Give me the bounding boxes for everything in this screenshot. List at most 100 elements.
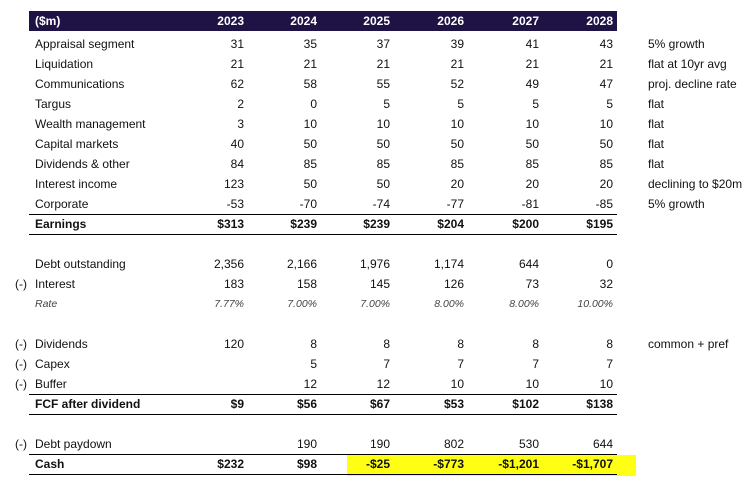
row-prefix: (-) — [15, 337, 27, 351]
row-value: 7 — [457, 357, 464, 371]
earnings-bottom-border — [29, 234, 617, 235]
row-value: 8 — [457, 337, 464, 351]
paydown-2024: 190 — [296, 437, 317, 451]
row-value: 10 — [525, 117, 539, 131]
interest-label: Interest — [35, 277, 76, 291]
fcf-2024: $56 — [296, 397, 317, 411]
row-label: Buffer — [35, 377, 67, 391]
debt-outstanding-label: Debt outstanding — [35, 257, 126, 271]
row-value: 3 — [237, 117, 244, 131]
fcf-label: FCF after dividend — [35, 397, 141, 411]
rate-2028: 10.00% — [577, 298, 613, 310]
row-value: 20 — [599, 177, 613, 191]
row-value: 47 — [599, 77, 613, 91]
rate-2026: 8.00% — [434, 298, 464, 310]
row-value: 21 — [450, 57, 464, 71]
interest-2023: 183 — [223, 277, 244, 291]
row-note: common + pref — [648, 337, 729, 351]
segment-row: Communications 62 58 55 52 49 47 proj. decline … — [0, 74, 755, 94]
row-value: 10 — [376, 117, 390, 131]
row-value: 0 — [310, 97, 317, 111]
fcf-2025: $67 — [369, 397, 390, 411]
row-value: 8 — [606, 337, 613, 351]
rate-row: Rate 7.77% 7.00% 7.00% 8.00% 8.00% 10.00… — [0, 294, 755, 314]
row-value: 10 — [525, 377, 539, 391]
row-value: 84 — [230, 157, 244, 171]
year-2027: 2027 — [512, 14, 539, 28]
row-note: flat — [648, 97, 665, 111]
row-value: -70 — [299, 197, 317, 211]
row-value: 85 — [303, 157, 317, 171]
debt-2026: 1,174 — [433, 257, 464, 271]
segment-row: Appraisal segment 31 35 37 39 41 43 5% growth — [0, 34, 755, 54]
row-value: 8 — [310, 337, 317, 351]
row-value: 10 — [450, 377, 464, 391]
earnings-2026: $204 — [437, 217, 464, 231]
earnings-label: Earnings — [35, 217, 87, 231]
interest-2028: 32 — [599, 277, 613, 291]
interest-2026: 126 — [443, 277, 464, 291]
row-value: 50 — [599, 137, 613, 151]
row-prefix: (-) — [15, 377, 27, 391]
segment-row: Targus 2 0 5 5 5 5 flat — [0, 94, 755, 114]
row-value: 31 — [230, 37, 244, 51]
row-value: 43 — [599, 37, 613, 51]
fcf-2026: $53 — [443, 397, 464, 411]
row-value: 37 — [376, 37, 390, 51]
header-label: ($m) — [35, 14, 61, 28]
row-value: 123 — [223, 177, 244, 191]
row-value: -77 — [446, 197, 464, 211]
row-label: Corporate — [35, 197, 89, 211]
year-2023: 2023 — [217, 14, 244, 28]
segment-row: Interest income 123 50 50 20 20 20 declining to… — [0, 174, 755, 194]
row-note: flat at 10yr avg — [648, 57, 727, 71]
debt-paydown-label: Debt paydown — [35, 437, 112, 451]
earnings-2025: $239 — [363, 217, 390, 231]
row-value — [186, 374, 244, 394]
row-value: 120 — [223, 337, 244, 351]
debt-2025: 1,976 — [359, 257, 390, 271]
row-prefix — [15, 254, 33, 274]
row-label: Communications — [35, 77, 125, 91]
cash-2024: $98 — [296, 457, 317, 471]
year-2024: 2024 — [290, 14, 317, 28]
row-value: 21 — [230, 57, 244, 71]
row-prefix: (-) — [15, 277, 27, 291]
row-value — [186, 354, 244, 374]
row-note: flat — [648, 137, 665, 151]
earnings-2028: $195 — [586, 217, 613, 231]
row-value: 12 — [303, 377, 317, 391]
fcf-row: FCF after dividend $9 $56 $67 $53 $102 $… — [0, 394, 755, 414]
segment-row: Corporate -53 -70 -74 -77 -81 -85 5% growth — [0, 194, 755, 214]
row-note: flat — [648, 117, 665, 131]
row-value: 10 — [599, 117, 613, 131]
row-value: 85 — [450, 157, 464, 171]
row-value: 49 — [525, 77, 539, 91]
cash-2023: $232 — [217, 457, 244, 471]
row-label: Dividends — [35, 337, 88, 351]
row-label: Liquidation — [35, 57, 94, 71]
header-row: ($m) 2023 2024 2025 2026 2027 2028 — [29, 11, 617, 31]
segment-row: Wealth management 3 10 10 10 10 10 flat — [0, 114, 755, 134]
row-value: -53 — [226, 197, 244, 211]
row-value: 50 — [450, 137, 464, 151]
interest-2027: 73 — [525, 277, 539, 291]
earnings-2023: $313 — [217, 217, 244, 231]
cash-use-row: (-) Capex 5 7 7 7 7 — [0, 354, 755, 374]
row-value: 10 — [303, 117, 317, 131]
row-value: 62 — [230, 77, 244, 91]
rate-2023: 7.77% — [214, 298, 244, 310]
paydown-2027: 530 — [518, 437, 539, 451]
row-value: 5 — [606, 97, 613, 111]
row-value: -74 — [372, 197, 390, 211]
row-value: 7 — [532, 357, 539, 371]
cash-bottom-border — [29, 474, 617, 475]
row-value: 39 — [450, 37, 464, 51]
row-value: -85 — [595, 197, 613, 211]
cash-use-row: (-) Dividends 120 8 8 8 8 8 common + pref — [0, 334, 755, 354]
year-2026: 2026 — [437, 14, 464, 28]
row-value: 5 — [457, 97, 464, 111]
row-note: declining to $20m — [648, 177, 743, 191]
row-value: 85 — [599, 157, 613, 171]
segment-row: Dividends & other 84 85 85 85 85 85 flat — [0, 154, 755, 174]
